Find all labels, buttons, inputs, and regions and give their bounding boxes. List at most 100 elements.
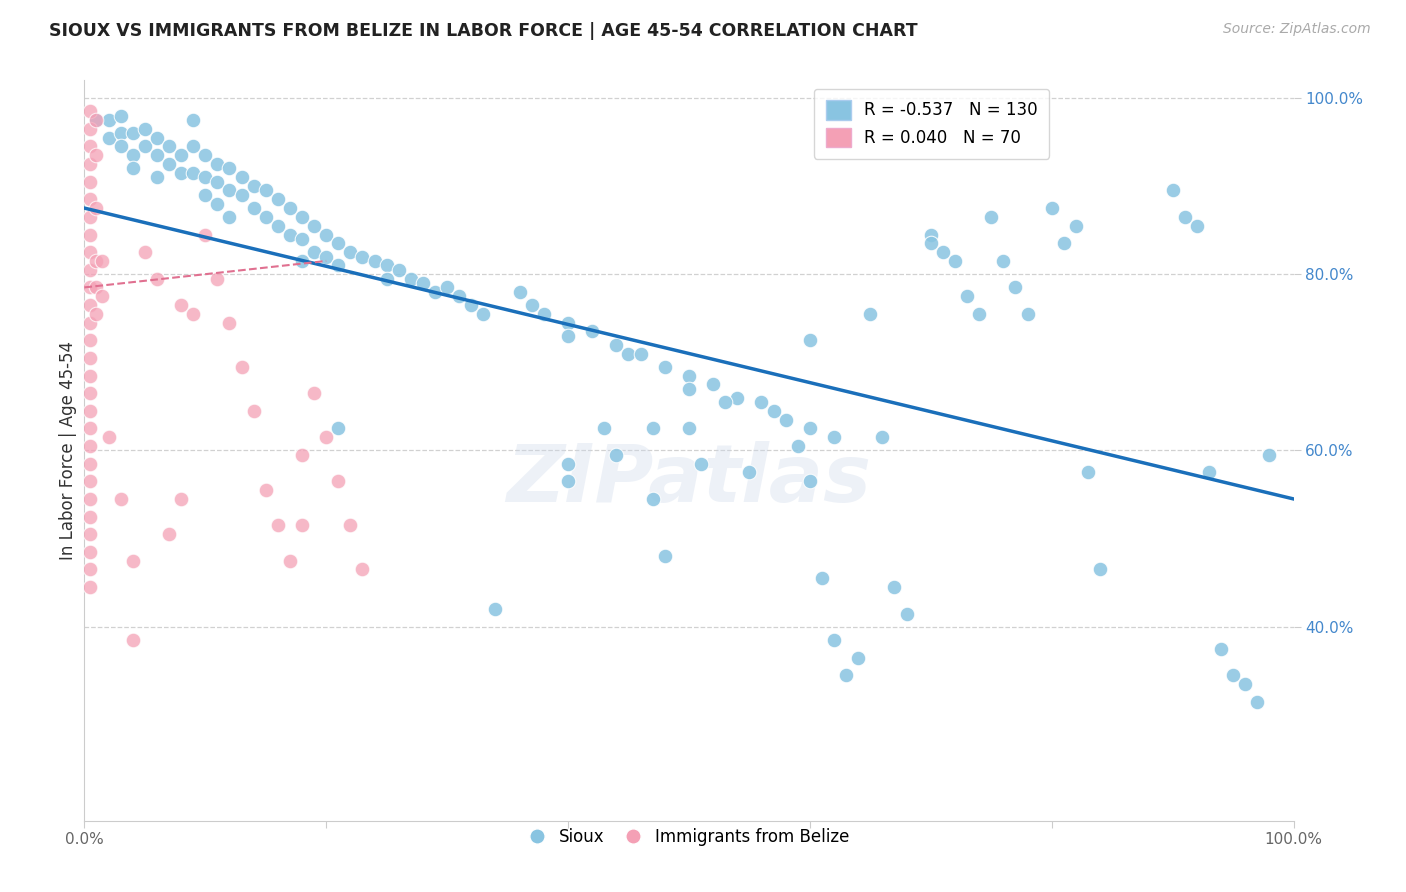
Text: SIOUX VS IMMIGRANTS FROM BELIZE IN LABOR FORCE | AGE 45-54 CORRELATION CHART: SIOUX VS IMMIGRANTS FROM BELIZE IN LABOR… [49,22,918,40]
Point [641,491,664,506]
Point [181,139,204,153]
Point [207,196,229,211]
Point [79,368,101,383]
Point [291,448,314,462]
Point [97,112,120,127]
Point [617,346,640,360]
Point [520,298,543,312]
Point [86,280,108,294]
Point [146,148,169,162]
Point [1053,236,1076,251]
Point [79,262,101,277]
Point [315,250,337,264]
Point [121,148,143,162]
Point [79,404,101,418]
Point [993,254,1015,268]
Point [79,175,101,189]
Point [702,377,724,392]
Text: ZIPatlas: ZIPatlas [506,441,872,519]
Point [399,271,422,285]
Point [86,201,108,215]
Point [79,192,101,206]
Point [79,298,101,312]
Point [328,259,350,273]
Point [1198,466,1220,480]
Point [157,139,180,153]
Point [328,236,350,251]
Point [254,483,277,497]
Point [678,421,700,435]
Point [533,307,555,321]
Point [1088,562,1111,576]
Point [79,439,101,453]
Point [509,285,531,299]
Point [194,170,217,185]
Point [218,210,240,224]
Point [79,280,101,294]
Legend: Sioux, Immigrants from Belize: Sioux, Immigrants from Belize [522,822,856,853]
Point [291,518,314,533]
Point [605,448,627,462]
Point [181,307,204,321]
Point [181,112,204,127]
Point [79,316,101,330]
Point [242,179,264,194]
Point [170,298,193,312]
Point [714,395,737,409]
Point [254,184,277,198]
Point [835,668,858,682]
Point [375,271,398,285]
Point [146,170,169,185]
Point [896,607,918,621]
Point [980,210,1002,224]
Point [79,491,101,506]
Point [1077,466,1099,480]
Point [79,351,101,365]
Point [436,280,458,294]
Point [956,289,979,303]
Point [339,245,361,260]
Point [484,602,506,616]
Point [121,126,143,140]
Point [278,554,301,568]
Point [86,254,108,268]
Point [352,250,374,264]
Point [738,466,761,480]
Point [79,457,101,471]
Point [557,316,579,330]
Point [605,337,627,351]
Point [328,475,350,489]
Point [91,254,114,268]
Point [121,632,143,647]
Point [654,549,676,564]
Point [110,139,132,153]
Point [79,475,101,489]
Point [967,307,990,321]
Point [291,210,314,224]
Point [1064,219,1087,233]
Point [690,457,713,471]
Point [134,139,156,153]
Point [472,307,495,321]
Point [412,276,434,290]
Point [110,491,132,506]
Point [1161,184,1184,198]
Point [1185,219,1208,233]
Point [267,219,290,233]
Point [146,271,169,285]
Point [449,289,471,303]
Point [86,148,108,162]
Point [302,386,325,401]
Point [1246,695,1268,709]
Point [218,316,240,330]
Point [291,232,314,246]
Point [242,404,264,418]
Point [932,245,955,260]
Point [593,421,616,435]
Point [79,227,101,242]
Point [79,157,101,171]
Point [181,166,204,180]
Point [388,262,411,277]
Point [231,187,253,202]
Point [79,562,101,576]
